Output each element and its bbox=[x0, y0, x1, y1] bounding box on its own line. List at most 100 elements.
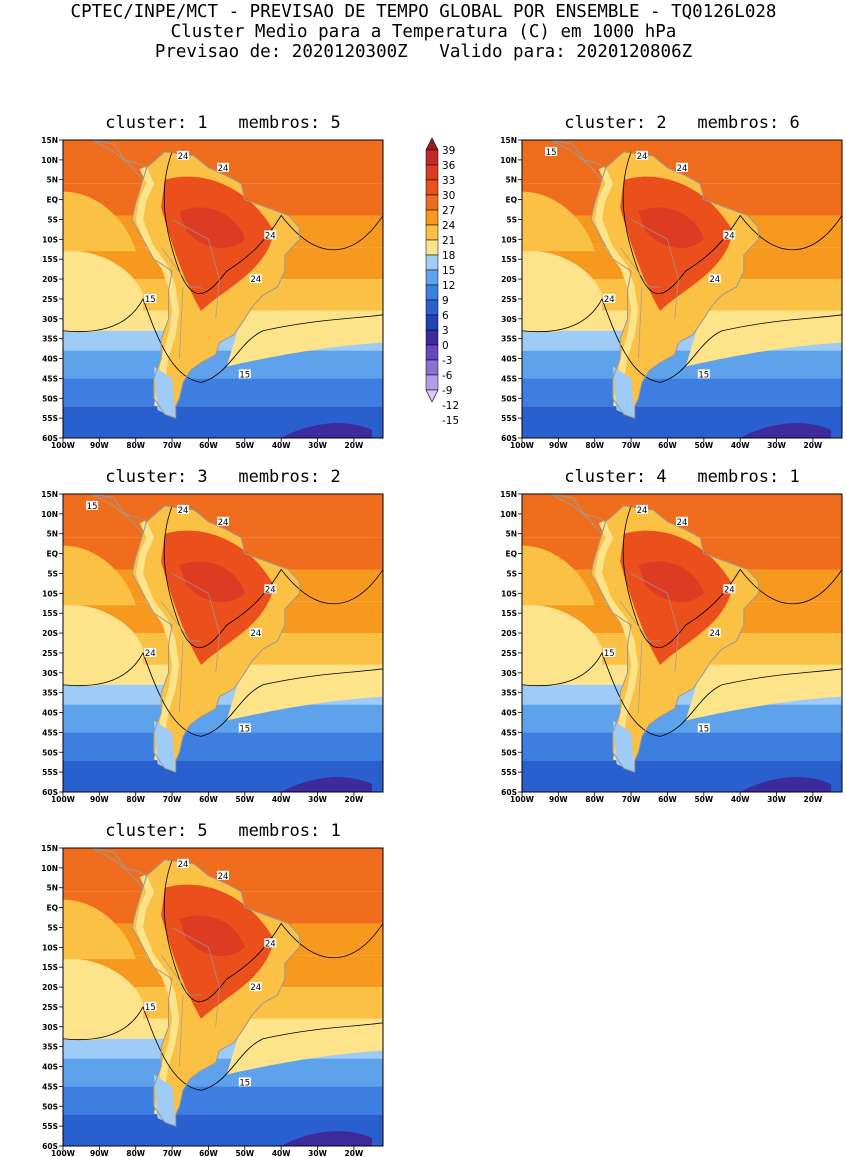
contour-15 bbox=[521, 651, 843, 737]
colorbar-tick-label: 6 bbox=[442, 310, 449, 322]
patagonia-cool bbox=[153, 1074, 176, 1127]
contour-label: 15 bbox=[145, 1003, 156, 1013]
atlantic-15c-region bbox=[226, 314, 383, 367]
atlantic-15c-region bbox=[226, 668, 383, 721]
lon-tick-label: 30W bbox=[767, 441, 786, 450]
lon-tick-label: 30W bbox=[767, 795, 786, 804]
contour-label: 24 bbox=[677, 518, 688, 528]
panel-title-1: cluster: 1 membros: 5 bbox=[105, 113, 341, 133]
contour-label-box bbox=[249, 274, 262, 284]
lon-tick-label: 100W bbox=[51, 441, 76, 450]
lat-tick-label: 5N bbox=[506, 530, 518, 539]
contour-label-box bbox=[238, 1077, 251, 1087]
colorbar-swatch bbox=[425, 329, 439, 346]
colorbar: 39 36 33 30 27 24 21 18 15 12 9 6 3 0 -3 -6 -9 -12 -15 bbox=[418, 132, 459, 442]
panel-title-5: cluster: 5 membros: 1 bbox=[105, 821, 341, 841]
very-hot-interior bbox=[179, 915, 245, 956]
lat-tick-label: 25S bbox=[42, 1003, 58, 1012]
atlantic-15c-region bbox=[226, 1022, 383, 1075]
lon-tick-label: 60W bbox=[658, 795, 677, 804]
lat-tick-label: 45S bbox=[501, 728, 517, 737]
contour-label: 15 bbox=[239, 1078, 250, 1088]
lon-tick-label: 60W bbox=[199, 441, 218, 450]
lat-tick-label: 10S bbox=[42, 943, 58, 952]
colorbar-swatch bbox=[425, 224, 439, 241]
contour-label: 24 bbox=[145, 649, 156, 659]
contour-label: 15 bbox=[239, 724, 250, 734]
colorbar-tick-label: 27 bbox=[442, 205, 455, 217]
colorbar-swatch bbox=[425, 344, 439, 361]
colorbar-tick-label: 39 bbox=[442, 145, 455, 157]
lat-tick-label: 40S bbox=[42, 355, 58, 364]
colorbar-tick-label: 9 bbox=[442, 295, 449, 307]
contour-label-box bbox=[708, 274, 721, 284]
contour-label-box bbox=[249, 982, 262, 992]
lat-tick-label: 35S bbox=[42, 689, 58, 698]
panel-title-2: cluster: 2 membros: 6 bbox=[564, 113, 800, 133]
contour-label-box bbox=[264, 584, 277, 594]
lat-tick-label: 15S bbox=[501, 609, 517, 618]
lat-tick-label: 30S bbox=[42, 669, 58, 678]
contour-label: 24 bbox=[604, 295, 615, 305]
lon-tick-label: 20W bbox=[804, 441, 823, 450]
lat-tick-label: 35S bbox=[42, 1043, 58, 1052]
header-line-1: CPTEC/INPE/MCT - PREVISAO DE TEMPO GLOBA… bbox=[70, 2, 777, 22]
pacific-15c-region bbox=[522, 604, 602, 687]
contour-label-box bbox=[603, 647, 616, 657]
lon-tick-label: 40W bbox=[272, 795, 291, 804]
lon-tick-label: 40W bbox=[731, 795, 750, 804]
lat-tick-label: EQ bbox=[47, 904, 59, 913]
pacific-15c-region bbox=[522, 250, 602, 333]
lon-tick-label: 90W bbox=[90, 441, 109, 450]
lon-tick-label: 50W bbox=[694, 441, 713, 450]
map-panel-3: 24 24 24 24 24 15 15 15N 10N 5N EQ 5S 10S 15S 20S 25S 30… bbox=[41, 490, 384, 804]
andes-cool-band bbox=[135, 166, 180, 407]
lat-tick-label: 60S bbox=[501, 434, 517, 443]
lat-tick-label: 20S bbox=[42, 629, 58, 638]
cold-patch bbox=[740, 777, 832, 792]
contour-15 bbox=[62, 1005, 384, 1091]
lat-tick-label: 20S bbox=[501, 275, 517, 284]
colorbar-tick-label: -9 bbox=[442, 385, 452, 397]
lat-tick-label: 15N bbox=[500, 490, 517, 499]
coastline bbox=[590, 505, 759, 773]
contour-label-box bbox=[238, 723, 251, 733]
lon-tick-label: 100W bbox=[510, 441, 535, 450]
lon-tick-label: 20W bbox=[345, 441, 364, 450]
patagonia-cool bbox=[153, 366, 176, 419]
lat-tick-label: 15S bbox=[501, 255, 517, 264]
atlantic-15c-region bbox=[685, 668, 842, 721]
contour-label: 24 bbox=[250, 629, 261, 639]
country-borders bbox=[619, 219, 679, 359]
lat-tick-label: 60S bbox=[42, 1142, 58, 1151]
lon-tick-label: 70W bbox=[163, 1149, 182, 1157]
temperature-band bbox=[63, 732, 383, 761]
lat-tick-label: 45S bbox=[42, 728, 58, 737]
lat-tick-label: 45S bbox=[42, 1082, 58, 1091]
lat-tick-label: 20S bbox=[42, 275, 58, 284]
contour-label: 15 bbox=[546, 148, 557, 158]
andes-cool-band bbox=[135, 874, 180, 1115]
lat-tick-label: EQ bbox=[506, 196, 518, 205]
colorbar-tick-label: 3 bbox=[442, 325, 449, 337]
lat-tick-label: 15N bbox=[41, 844, 58, 853]
coastline-central-america bbox=[522, 493, 607, 535]
contour-label: 24 bbox=[265, 585, 276, 595]
pacific-warm-region bbox=[522, 545, 595, 606]
colorbar-tick-label: -15 bbox=[442, 415, 458, 427]
lon-tick-label: 80W bbox=[126, 441, 145, 450]
contour-label: 24 bbox=[709, 629, 720, 639]
coastline bbox=[131, 505, 300, 773]
colorbar-tick-label: -3 bbox=[442, 355, 452, 367]
colorbar-swatch bbox=[425, 209, 439, 226]
pacific-15c-region bbox=[63, 250, 143, 333]
colorbar-tick-label: 36 bbox=[442, 160, 456, 172]
lat-tick-label: 55S bbox=[42, 414, 58, 423]
contour-label-box bbox=[636, 150, 648, 160]
lat-tick-label: 60S bbox=[42, 788, 58, 797]
lat-tick-label: 15S bbox=[42, 255, 58, 264]
map-frame bbox=[521, 493, 843, 793]
colorbar-tick-label: 18 bbox=[442, 250, 455, 262]
contour-24 bbox=[163, 859, 384, 1002]
lat-tick-label: 45S bbox=[42, 374, 58, 383]
